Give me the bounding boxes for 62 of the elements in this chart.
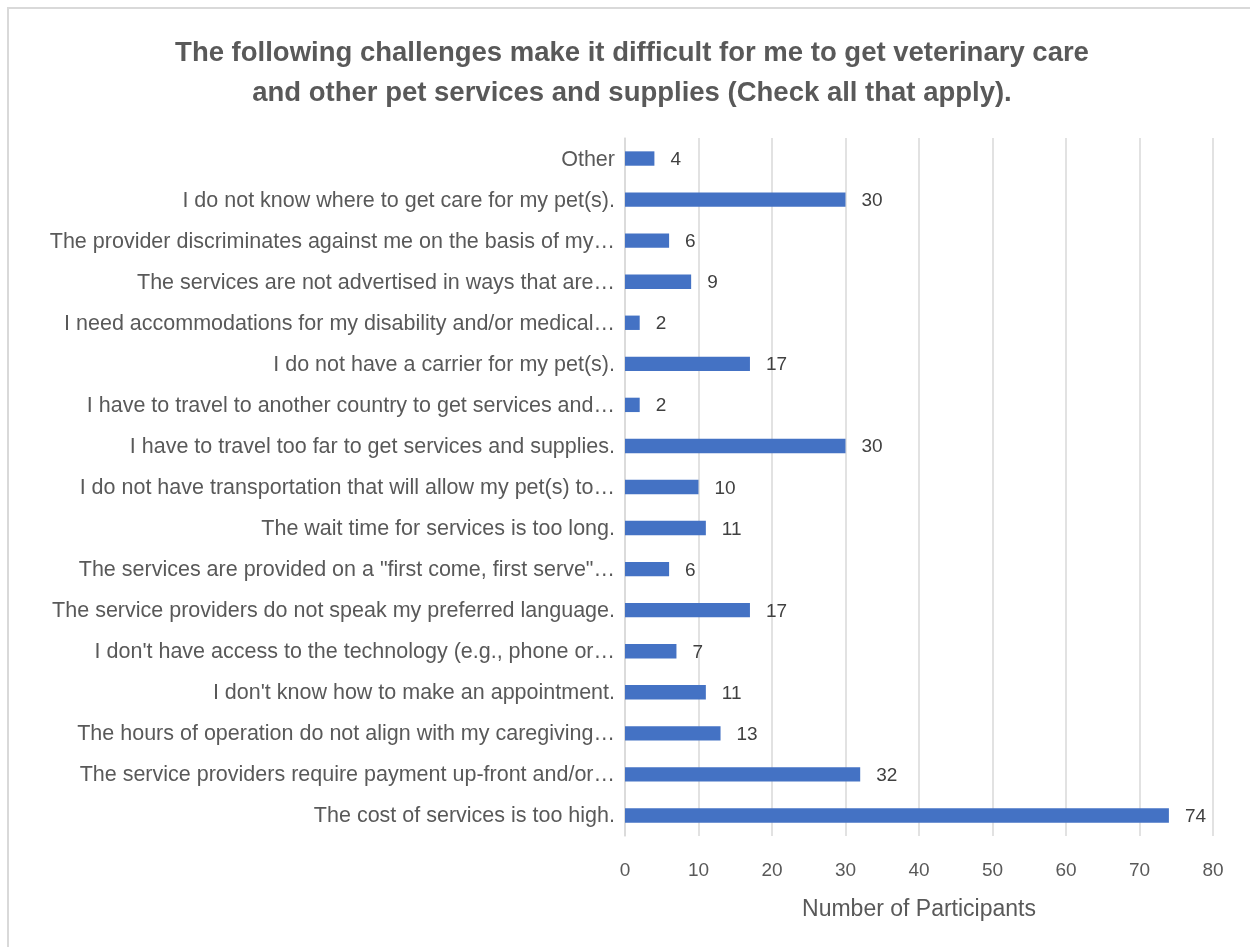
x-tick-label: 10	[687, 859, 710, 880]
y-tick-label: The hours of operation do not align with my caregiving…	[77, 721, 615, 746]
data-label: 11	[721, 681, 742, 703]
x-tick-label: 0	[619, 859, 631, 880]
data-label: 74	[1184, 804, 1207, 826]
y-tick-label: The service providers require payment up-front and/or…	[79, 762, 615, 787]
x-tick-label: 60	[1055, 859, 1077, 880]
y-tick-label: I do not have a carrier for my pet(s).	[273, 351, 615, 376]
data-label: 10	[714, 476, 736, 498]
y-tick-label: The services are provided on a "first come, first serve"…	[78, 557, 615, 582]
y-tick-label: I don't have access to the technology (e.g., phone or…	[94, 639, 615, 664]
data-label: 11	[721, 517, 742, 539]
data-label: 6	[685, 558, 696, 580]
data-label: 30	[861, 435, 883, 457]
data-label: 17	[765, 353, 788, 375]
y-tick-label: The cost of services is too high.	[313, 803, 615, 828]
y-tick-label: I don't know how to make an appointment.	[212, 680, 615, 705]
y-tick-label: I do not have transportation that will allow my pet(s) to…	[79, 475, 615, 499]
bar	[625, 438, 846, 454]
x-tick-label: 70	[1128, 859, 1151, 880]
bar	[625, 644, 677, 659]
y-tick-label: The services are not advertised in ways that are…	[137, 269, 615, 294]
bar	[625, 315, 640, 330]
bar	[625, 397, 640, 413]
bar	[625, 520, 706, 536]
x-axis-title: Number of Participants	[802, 894, 1036, 921]
data-label: 4	[670, 148, 682, 170]
bar	[625, 726, 721, 741]
y-tick-label: I have to travel to another country to get services and…	[86, 392, 615, 417]
x-tick-label: 30	[834, 859, 857, 880]
bar	[625, 233, 670, 248]
y-tick-label: I have to travel too far to get services and supplies.	[129, 433, 615, 458]
x-tick-label: 80	[1202, 859, 1224, 880]
y-tick-label: I need accommodations for my disability and/or medical…	[64, 310, 615, 335]
x-tick-label: 40	[908, 859, 930, 880]
bar	[625, 151, 655, 166]
bar	[625, 685, 706, 700]
y-tick-label: The service providers do not speak my preferred language.	[52, 598, 615, 623]
bar	[625, 274, 692, 289]
data-label: 2	[655, 394, 667, 416]
data-label: 32	[876, 763, 898, 785]
y-tick-label: Other	[561, 146, 615, 171]
chart-title: The following challenges make it difficult for me to get veterinary care and other pet services and supplies (Check all that apply).	[175, 35, 1089, 107]
data-label: 9	[707, 271, 718, 293]
data-label: 30	[861, 189, 883, 211]
bar	[625, 192, 846, 207]
data-label: 7	[692, 640, 704, 662]
y-tick-label: The provider discriminates against me on the basis of my…	[49, 228, 615, 253]
x-tick-label: 50	[981, 859, 1004, 880]
data-label: 13	[736, 722, 758, 744]
bar	[625, 356, 750, 372]
bar	[625, 602, 750, 618]
data-label: 6	[685, 230, 696, 252]
data-label: 2	[655, 312, 667, 334]
bar	[625, 808, 1169, 823]
bar	[625, 479, 699, 495]
y-tick-label: I do not know where to get care for my pet(s).	[182, 187, 615, 212]
y-tick-label: The wait time for services is too long.	[261, 516, 615, 541]
x-tick-label: 20	[761, 859, 783, 880]
bar	[625, 767, 861, 782]
data-label: 17	[765, 599, 788, 621]
bar	[625, 561, 670, 577]
